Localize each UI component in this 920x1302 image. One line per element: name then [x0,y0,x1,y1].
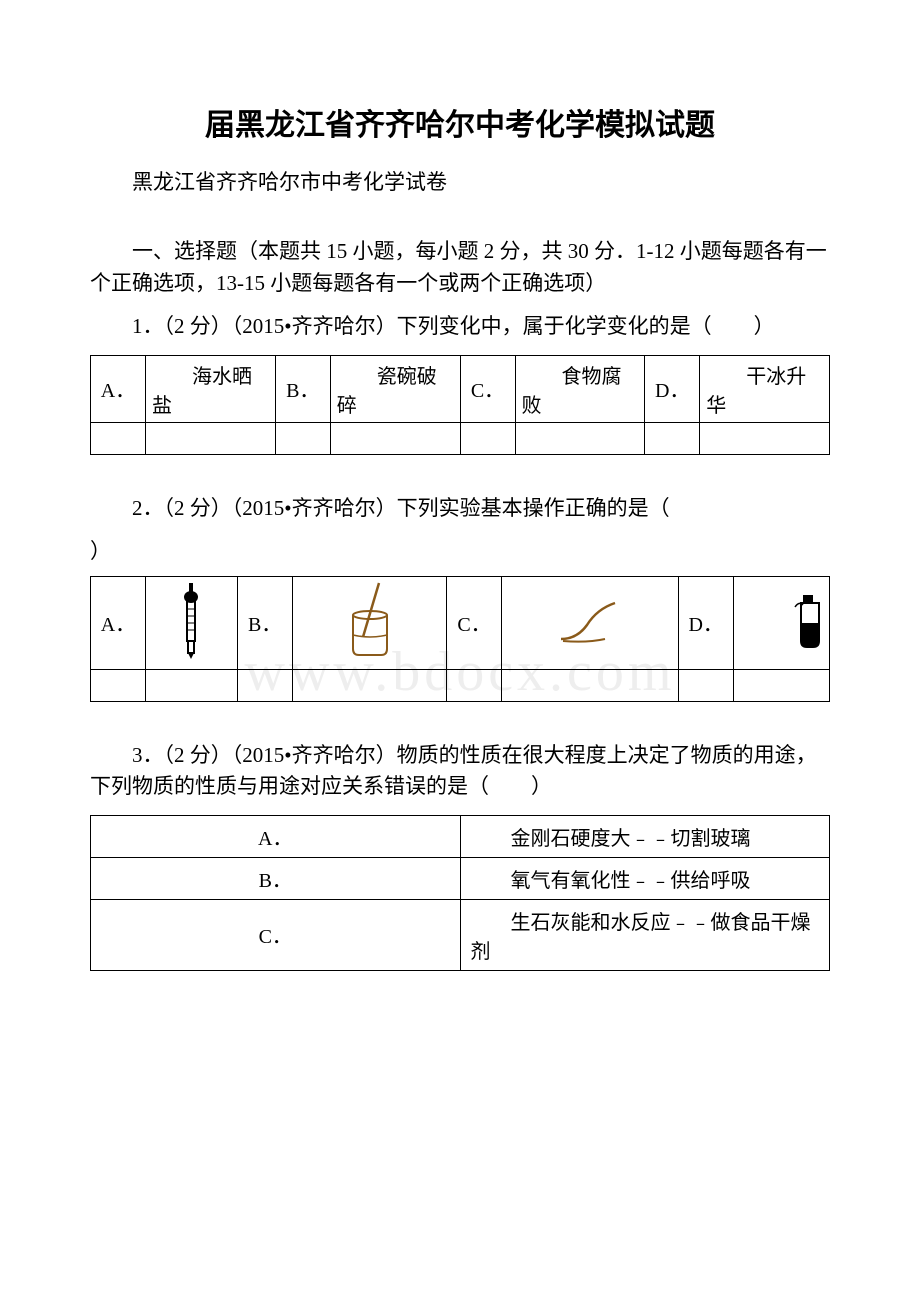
q1-opt-a-label: A． [91,355,146,422]
q3-row-c-label: C． [91,899,461,970]
q3-row-a-label: A． [91,815,461,857]
curve-icon [557,595,623,651]
q2-opt-b-image [292,576,446,669]
subtitle-text: 黑龙江省齐齐哈尔市中考化学试卷 [90,166,830,196]
question-2-text: 2．（2 分）（2015•齐齐哈尔）下列实验基本操作正确的是（ [90,493,830,525]
q2-opt-c-label: C． [447,576,502,669]
q2-opt-d-image [733,576,829,669]
question-3-table: A． 金刚石硬度大﹣﹣切割玻璃 B． 氧气有氧化性﹣﹣供给呼吸 C． 生石灰能和… [90,815,830,971]
question-1-text: 1．（2 分）（2015•齐齐哈尔）下列变化中，属于化学变化的是（ ） [90,311,830,343]
q1-opt-b-text: 瓷碗破碎 [330,355,460,422]
q2-opt-b-label: B． [237,576,292,669]
bottle-icon [793,591,823,655]
beaker-stir-icon [341,581,397,665]
q1-opt-d-label: D． [645,355,700,422]
q2-opt-a-image [146,576,238,669]
question-2-table: A． B． [90,576,830,702]
table-row: A． 海水晒盐 B． 瓷碗破碎 C． 食物腐败 D． 干冰升华 [91,355,830,422]
q1-opt-d-text: 干冰升华 [700,355,830,422]
q1-opt-a-text: 海水晒盐 [146,355,276,422]
q2-opt-c-image [502,576,679,669]
page-title: 届黑龙江省齐齐哈尔中考化学模拟试题 [90,100,830,144]
question-1-table: A． 海水晒盐 B． 瓷碗破碎 C． 食物腐败 D． 干冰升华 [90,355,830,455]
q2-opt-a-label: A． [91,576,146,669]
table-row [91,422,830,454]
question-2-close: ） [90,536,830,568]
table-row: A． 金刚石硬度大﹣﹣切割玻璃 [91,815,830,857]
table-row: C． 生石灰能和水反应﹣﹣做食品干燥剂 [91,899,830,970]
q1-opt-b-label: B． [275,355,330,422]
q3-row-a-text: 金刚石硬度大﹣﹣切割玻璃 [460,815,830,857]
q3-row-b-text: 氧气有氧化性﹣﹣供给呼吸 [460,857,830,899]
document-content: 届黑龙江省齐齐哈尔中考化学模拟试题 黑龙江省齐齐哈尔市中考化学试卷 一、选择题（… [90,100,830,971]
dropper-icon [177,581,205,665]
q2-opt-d-label: D． [678,576,733,669]
question-3-text: 3．（2 分）（2015•齐齐哈尔）物质的性质在很大程度上决定了物质的用途，下列… [90,740,830,803]
table-row: A． B． [91,576,830,669]
table-row: B． 氧气有氧化性﹣﹣供给呼吸 [91,857,830,899]
q3-row-c-text: 生石灰能和水反应﹣﹣做食品干燥剂 [460,899,830,970]
q1-opt-c-text: 食物腐败 [515,355,645,422]
q3-row-b-label: B． [91,857,461,899]
table-row [91,669,830,701]
q1-opt-c-label: C． [460,355,515,422]
section-intro: 一、选择题（本题共 15 小题，每小题 2 分，共 30 分．1-12 小题每题… [90,236,830,299]
